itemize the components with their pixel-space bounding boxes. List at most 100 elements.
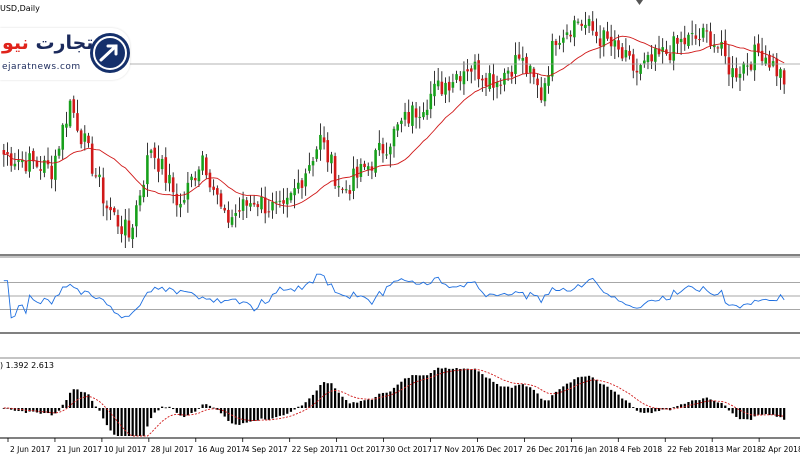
candle-body (197, 169, 201, 182)
macd-bar (65, 400, 68, 408)
candle-body (344, 189, 348, 191)
macd-bar (558, 389, 561, 408)
candle-body (705, 30, 709, 32)
macd-bar (632, 407, 635, 408)
candle (330, 151, 333, 174)
candle (2, 143, 6, 167)
macd-bar (83, 392, 86, 408)
candle (138, 189, 142, 212)
candle (54, 149, 57, 192)
candle-body (396, 124, 399, 131)
macd-bar (223, 408, 226, 417)
x-tick-label: 11 Oct 2017 (339, 445, 386, 454)
candle-body (50, 165, 53, 180)
candle-body (569, 34, 572, 37)
candle-body (573, 20, 576, 38)
candle-body (558, 42, 561, 45)
candle-body (447, 81, 451, 91)
candle (135, 200, 138, 238)
candle (311, 157, 315, 177)
candle-body (127, 220, 131, 238)
candle (219, 189, 223, 209)
candle-body (175, 193, 179, 206)
candle-body (72, 99, 76, 113)
candle-body (709, 31, 712, 46)
candle (665, 40, 668, 56)
candle-body (9, 153, 13, 166)
candle (473, 54, 477, 81)
candle-body (17, 160, 20, 162)
macd-bar (757, 408, 760, 415)
candle-body (712, 44, 716, 48)
candle-body (39, 169, 42, 171)
candle (72, 95, 76, 118)
macd-bar (451, 368, 454, 408)
macd-bar (304, 402, 307, 408)
macd-bar (587, 375, 591, 408)
macd-bar (337, 392, 340, 408)
macd-bar (356, 402, 359, 408)
candle (127, 208, 131, 242)
macd-bar (385, 392, 388, 408)
candle-body (385, 154, 388, 156)
candle (164, 147, 168, 191)
candle (779, 67, 782, 90)
macd-bar (720, 402, 723, 408)
candle-body (389, 146, 392, 155)
macd-bar (679, 404, 683, 408)
macd-bar (437, 367, 440, 408)
macd-bar (80, 391, 83, 408)
macd-bar (330, 383, 333, 408)
macd-bar (249, 408, 252, 422)
watermark-logo: تجارت نیو ejaratnews.com (0, 28, 130, 80)
candle (458, 71, 462, 91)
candle (643, 52, 646, 68)
candle-body (631, 54, 635, 71)
macd-bar (289, 408, 293, 412)
macd-bar (13, 408, 16, 411)
candle (208, 169, 212, 193)
macd-bar (698, 400, 701, 408)
x-tick-label: 10 Jul 2017 (104, 445, 147, 454)
candle (322, 126, 326, 150)
candle-body (142, 184, 145, 198)
candle (565, 24, 569, 40)
macd-bar (300, 405, 304, 408)
candle-body (407, 112, 411, 124)
macd-bar (109, 408, 112, 431)
candle (749, 61, 753, 72)
candle (418, 106, 422, 129)
candle (528, 64, 532, 84)
candle (447, 76, 451, 103)
candle-body (510, 71, 514, 77)
candle-body (661, 47, 664, 53)
macd-bar (691, 400, 694, 408)
candle (260, 187, 263, 214)
candle-body (6, 152, 9, 154)
candle-body (433, 83, 436, 97)
candle-body (120, 226, 123, 235)
candle-body (245, 200, 249, 206)
macd-bar (363, 400, 366, 408)
macd-bar (495, 383, 499, 408)
macd-bar (400, 381, 403, 408)
candle (517, 41, 521, 61)
candle-body (54, 155, 57, 180)
candle (587, 15, 591, 34)
macd-signal-line (3, 368, 785, 437)
candle-body (322, 137, 326, 143)
candle (558, 35, 561, 50)
candle (539, 76, 543, 103)
candle-body (285, 197, 289, 205)
candle-body (241, 199, 245, 211)
candle (723, 29, 727, 65)
candle (425, 99, 429, 120)
candle-body (779, 69, 782, 78)
macd-bar (194, 408, 197, 412)
macd-bar (32, 408, 35, 412)
candle (705, 23, 709, 43)
candle (76, 99, 79, 133)
candle (639, 63, 642, 81)
macd-bar (319, 384, 322, 408)
candle (694, 24, 698, 45)
